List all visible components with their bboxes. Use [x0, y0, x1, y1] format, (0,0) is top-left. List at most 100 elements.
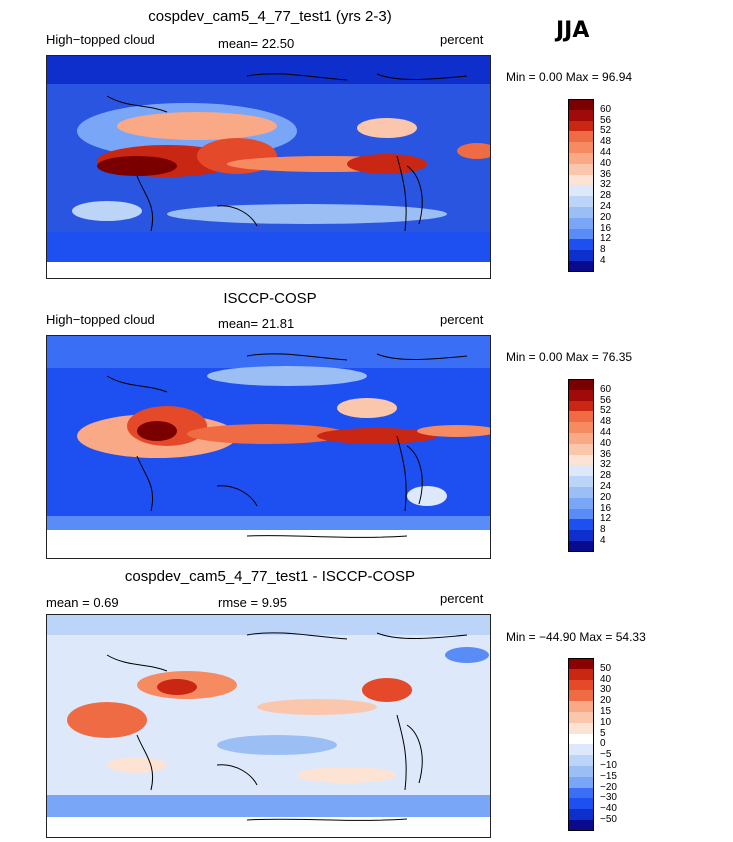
colorbar-tick-label: 10	[600, 716, 612, 728]
colorbar-tick-label: 48	[600, 416, 612, 428]
colorbar-swatch	[568, 679, 594, 691]
colorbar-tick-label: 44	[600, 427, 612, 438]
colorbar-swatch	[568, 798, 594, 810]
colorbar-swatch	[568, 185, 594, 197]
colorbar-tick-label: 36	[600, 448, 612, 460]
colorbar-swatch	[568, 207, 594, 218]
colorbar-tick-label: 28	[600, 190, 612, 202]
colorbar-swatch	[568, 820, 594, 831]
colorbar-tick-label: 40	[600, 673, 612, 685]
colorbar-swatch	[568, 744, 594, 756]
colorbar-swatch	[568, 422, 594, 433]
colorbar-swatch	[568, 787, 594, 799]
colorbar-tick-label: −10	[600, 760, 617, 771]
colorbar-tick-label: 52	[600, 405, 612, 417]
colorbar-swatch	[568, 465, 594, 477]
colorbar-swatch	[568, 433, 594, 444]
colorbar-tick-label: 0	[600, 738, 606, 750]
colorbar-swatch	[568, 217, 594, 229]
colorbar-swatch	[568, 163, 594, 175]
colorbar-tick-label: 16	[600, 222, 612, 234]
colorbar-tick-label: −50	[600, 814, 617, 825]
colorbar-swatch	[568, 766, 594, 777]
panel2-variable-label: High−topped cloud	[46, 312, 155, 327]
panel1-variable-label: High−topped cloud	[46, 32, 155, 47]
colorbar-tick-label: 4	[600, 535, 606, 546]
colorbar-tick-label: 40	[600, 437, 612, 449]
colorbar-tick-label: 40	[600, 157, 612, 169]
colorbar-tick-label: −40	[600, 803, 617, 815]
panel3-units-label: percent	[440, 591, 484, 606]
panel2-map	[46, 335, 491, 559]
colorbar-tick-label: 44	[600, 147, 612, 158]
colorbar-tick-label: −5	[600, 749, 612, 761]
colorbar-swatch	[568, 109, 594, 121]
colorbar-tick-label: 36	[600, 168, 612, 180]
colorbar-tick-label: 28	[600, 470, 612, 482]
colorbar-tick-label: 20	[600, 211, 612, 223]
colorbar-swatch	[568, 712, 594, 723]
colorbar-tick-label: 48	[600, 136, 612, 148]
panel1-map-svg	[47, 56, 490, 278]
colorbar-swatch	[568, 668, 594, 680]
colorbar-swatch	[568, 153, 594, 164]
panel1-map	[46, 55, 491, 279]
colorbar-swatch	[568, 454, 594, 466]
colorbar-swatch	[568, 379, 594, 390]
panel2-mean-label: mean= 21.81	[218, 316, 295, 331]
colorbar-swatch	[568, 733, 594, 745]
colorbar-tick-label: 5	[600, 727, 606, 739]
colorbar-tick-label: 12	[600, 513, 612, 525]
colorbar-tick-label: 15	[600, 706, 612, 717]
colorbar-tick-label: 56	[600, 394, 612, 406]
colorbar-swatch	[568, 400, 594, 412]
colorbar-tick-label: 8	[600, 244, 606, 256]
colorbar-swatch	[568, 131, 594, 143]
colorbar-swatch	[568, 497, 594, 509]
colorbar-tick-label: 60	[600, 103, 612, 115]
colorbar-swatch	[568, 443, 594, 455]
colorbar-tick-label: 24	[600, 201, 612, 212]
colorbar-swatch	[568, 261, 594, 272]
colorbar-tick-label: 24	[600, 481, 612, 492]
panel1-title: cospdev_cam5_4_77_test1 (yrs 2-3)	[148, 8, 392, 25]
colorbar-tick-label: 12	[600, 233, 612, 245]
colorbar-tick-label: 20	[600, 695, 612, 707]
panel1-mean-label: mean= 22.50	[218, 36, 295, 51]
colorbar-tick-label: 50	[600, 662, 612, 674]
colorbar-swatch	[568, 809, 594, 820]
panel2-title: ISCCP-COSP	[223, 290, 317, 307]
panel2-minmax: Min = 0.00 Max = 76.35	[506, 350, 633, 364]
season-label: JJA	[556, 18, 590, 43]
colorbar-swatch	[568, 519, 594, 531]
colorbar-swatch	[568, 690, 594, 702]
colorbar-tick-label: 30	[600, 684, 612, 696]
panel3-map	[46, 614, 491, 838]
colorbar-swatch	[568, 174, 594, 186]
panel2-map-svg	[47, 336, 490, 558]
colorbar-swatch	[568, 250, 594, 261]
panel3-colorbar: 50 40 30 20 15 10 5 0 −5 −10 −15 −20 −30 −40 −50	[568, 658, 638, 838]
colorbar-swatch	[568, 120, 594, 132]
colorbar-swatch	[568, 755, 594, 766]
panel3-rmse-label: rmse = 9.95	[218, 595, 288, 610]
panel2-colorbar: 60 56 52 48 44 40 36 32 28 24 20 16 12 8 4	[568, 379, 638, 559]
panel3-map-svg	[47, 615, 490, 837]
colorbar-swatch	[568, 99, 594, 110]
panel1-units-label: percent	[440, 32, 484, 47]
colorbar-swatch	[568, 196, 594, 207]
colorbar-swatch	[568, 508, 594, 520]
colorbar-tick-label: 8	[600, 524, 606, 536]
colorbar-tick-label: −30	[600, 792, 617, 804]
panel3-mean-label: mean = 0.69	[46, 595, 119, 610]
panel1-colorbar: 60 56 52 48 44 40 36 32 28 24 20 16 12 8 4	[568, 99, 638, 279]
colorbar-swatch	[568, 487, 594, 498]
colorbar-swatch	[568, 411, 594, 423]
colorbar-swatch	[568, 658, 594, 669]
panel2-units-label: percent	[440, 312, 484, 327]
colorbar-tick-label: −20	[600, 781, 617, 793]
colorbar-swatch	[568, 530, 594, 541]
panel3-title: cospdev_cam5_4_77_test1 - ISCCP-COSP	[124, 568, 416, 585]
colorbar-tick-label: 16	[600, 502, 612, 514]
colorbar-swatch	[568, 239, 594, 251]
